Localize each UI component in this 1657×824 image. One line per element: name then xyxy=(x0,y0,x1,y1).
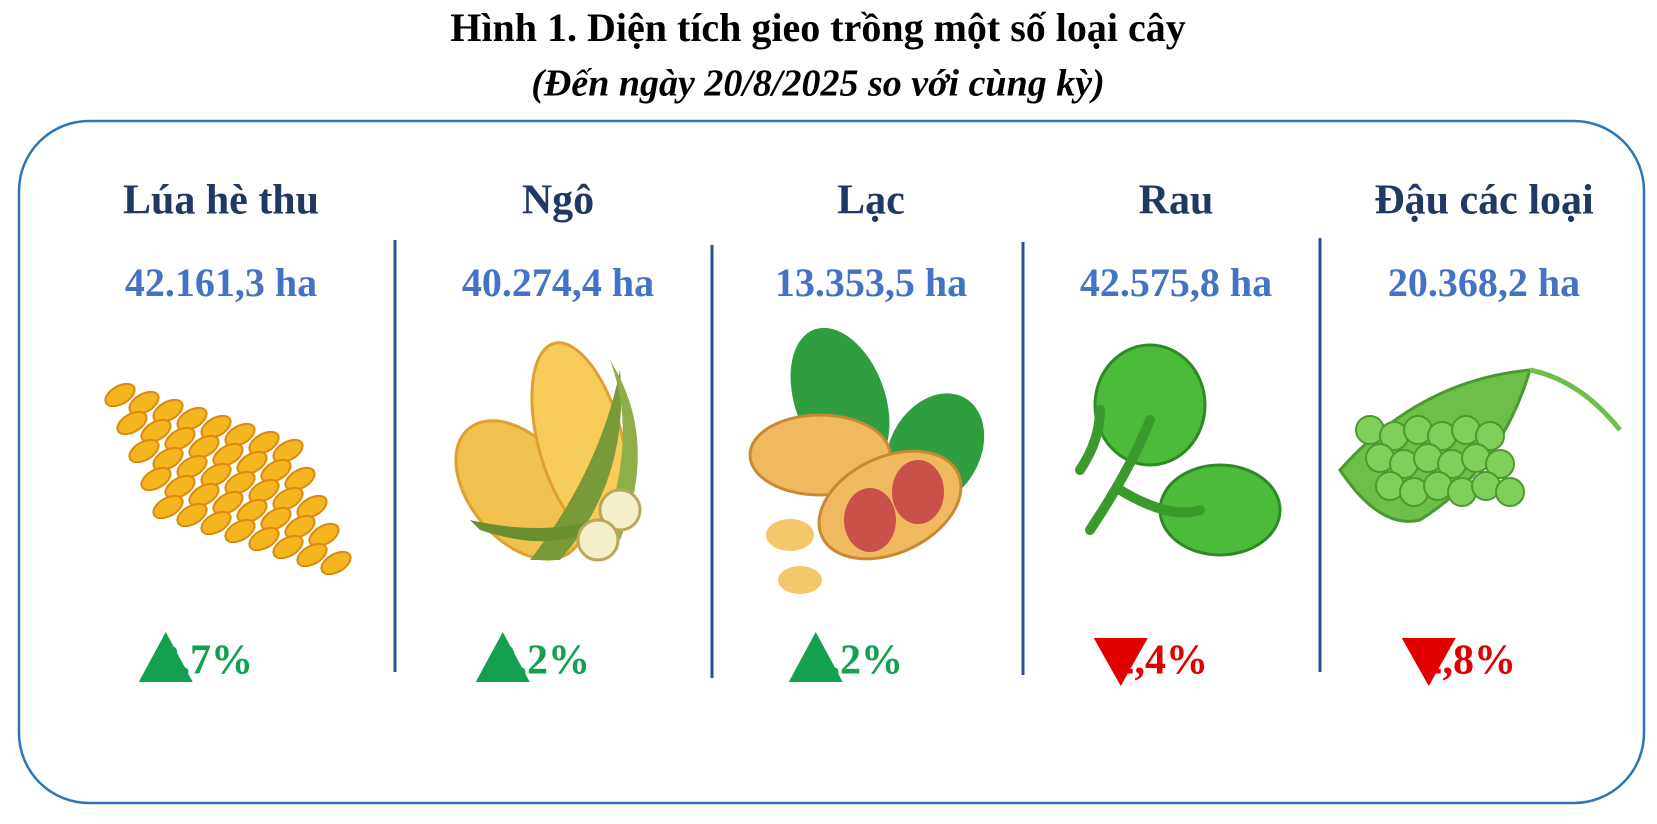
crop-area: 42.161,3 ha xyxy=(125,260,317,305)
grain xyxy=(224,470,256,496)
trend-arrow xyxy=(475,632,530,682)
grain xyxy=(284,514,316,540)
grain xyxy=(200,414,232,440)
crop-area: 13.353,5 ha xyxy=(775,260,967,305)
grain xyxy=(152,446,184,472)
grain xyxy=(296,494,328,520)
crop-name: Lúa hè thu xyxy=(123,178,319,224)
crop-area: 40.274,4 ha xyxy=(462,260,654,305)
grain xyxy=(176,406,208,432)
grain xyxy=(212,442,244,468)
peanut-icon xyxy=(748,327,985,594)
grain xyxy=(236,498,268,524)
crop-name: Rau xyxy=(1139,178,1214,224)
grain xyxy=(116,410,148,436)
crop-name: Đậu các loại xyxy=(1374,178,1594,224)
grain xyxy=(260,506,292,532)
grain xyxy=(296,542,328,568)
trend-arrow xyxy=(138,632,193,682)
grain xyxy=(224,518,256,544)
grain xyxy=(164,474,196,500)
grain xyxy=(200,462,232,488)
crop-name: Ngô xyxy=(522,178,594,224)
grain xyxy=(260,458,292,484)
grain xyxy=(152,398,184,424)
vegetable-icon xyxy=(1075,343,1282,557)
grain xyxy=(200,510,232,536)
grain xyxy=(212,490,244,516)
grain xyxy=(248,478,280,504)
grain xyxy=(320,550,352,576)
grain xyxy=(104,382,136,408)
crop-area: 42.575,8 ha xyxy=(1080,260,1272,305)
grain xyxy=(176,454,208,480)
grain xyxy=(128,438,160,464)
pea-icon xyxy=(1338,367,1622,523)
grain xyxy=(236,450,268,476)
rice-icon xyxy=(104,382,352,576)
grain xyxy=(140,418,172,444)
grain xyxy=(308,522,340,548)
trend-arrow xyxy=(1093,638,1148,686)
grain xyxy=(188,482,220,508)
grain xyxy=(224,422,256,448)
trend-arrow xyxy=(788,632,843,682)
crop-area: 20.368,2 ha xyxy=(1388,260,1580,305)
grain xyxy=(272,438,304,464)
card-frame xyxy=(17,119,1646,805)
grain xyxy=(248,526,280,552)
grain xyxy=(128,390,160,416)
pea xyxy=(1475,421,1505,451)
grain xyxy=(188,434,220,460)
corn-icon xyxy=(454,341,642,562)
dividers xyxy=(393,238,1322,678)
grain xyxy=(284,466,316,492)
grain xyxy=(140,466,172,492)
grain xyxy=(164,426,196,452)
grain xyxy=(248,430,280,456)
grain xyxy=(152,494,184,520)
pea xyxy=(1495,477,1525,507)
crop-name: Lạc xyxy=(837,178,905,224)
grain xyxy=(272,486,304,512)
pea xyxy=(1485,449,1515,479)
subtitle: (Đến ngày 20/8/2025 so với cùng kỳ) xyxy=(531,63,1104,105)
grain xyxy=(272,534,304,560)
trend-arrow xyxy=(1401,638,1456,686)
title: Hình 1. Diện tích gieo trồng một số loại… xyxy=(450,5,1186,50)
grain xyxy=(176,502,208,528)
